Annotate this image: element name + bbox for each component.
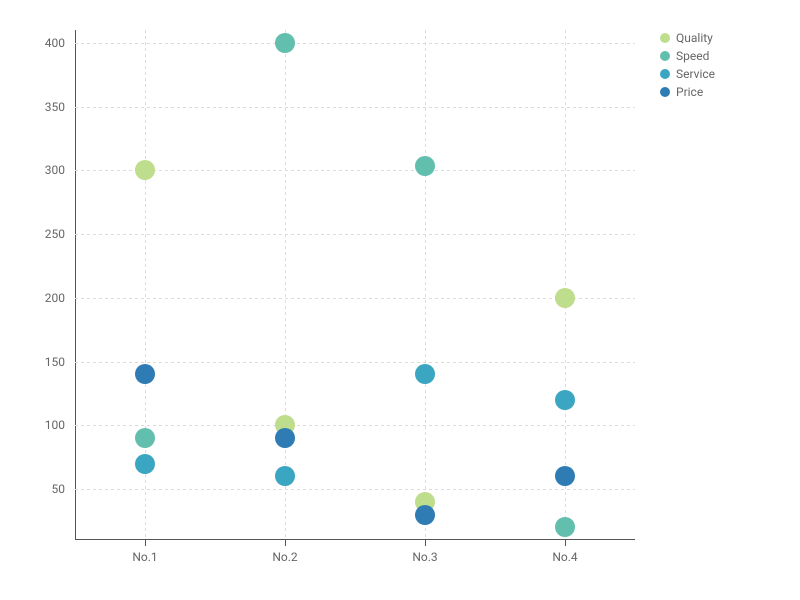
y-tick-label: 350: [45, 100, 75, 114]
scatter-chart: 50100150200250300350400No.1No.2No.3No.4 …: [0, 0, 800, 600]
grid-line-h: [75, 43, 635, 44]
y-tick-label: 250: [45, 227, 75, 241]
x-tick-label: No.1: [132, 540, 157, 564]
grid-line-v: [425, 30, 426, 540]
legend-marker-icon: [660, 69, 670, 79]
data-point[interactable]: [415, 156, 435, 176]
grid-line-h: [75, 489, 635, 490]
x-axis-line: [75, 539, 635, 540]
data-point[interactable]: [275, 33, 295, 53]
legend-label: Price: [676, 85, 703, 99]
legend: Quality Speed Service Price: [660, 30, 715, 102]
y-tick-label: 300: [45, 163, 75, 177]
legend-item[interactable]: Price: [660, 84, 715, 100]
plot-area: 50100150200250300350400No.1No.2No.3No.4: [75, 30, 635, 540]
y-tick-label: 400: [45, 36, 75, 50]
x-tick-label: No.2: [272, 540, 297, 564]
legend-label: Quality: [676, 31, 713, 45]
data-point[interactable]: [555, 288, 575, 308]
data-point[interactable]: [275, 466, 295, 486]
y-tick-label: 50: [52, 482, 76, 496]
legend-item[interactable]: Speed: [660, 48, 715, 64]
legend-label: Service: [676, 67, 715, 81]
y-tick-label: 150: [45, 355, 75, 369]
x-tick-label: No.4: [552, 540, 577, 564]
x-tick-label: No.3: [412, 540, 437, 564]
grid-line-v: [285, 30, 286, 540]
grid-line-h: [75, 425, 635, 426]
data-point[interactable]: [555, 390, 575, 410]
data-point[interactable]: [555, 517, 575, 537]
y-tick-label: 200: [45, 291, 75, 305]
grid-line-h: [75, 362, 635, 363]
legend-item[interactable]: Quality: [660, 30, 715, 46]
data-point[interactable]: [135, 160, 155, 180]
data-point[interactable]: [555, 466, 575, 486]
data-point[interactable]: [275, 428, 295, 448]
legend-marker-icon: [660, 87, 670, 97]
grid-line-h: [75, 107, 635, 108]
grid-line-h: [75, 298, 635, 299]
grid-line-v: [565, 30, 566, 540]
data-point[interactable]: [135, 454, 155, 474]
legend-item[interactable]: Service: [660, 66, 715, 82]
data-point[interactable]: [135, 428, 155, 448]
legend-marker-icon: [660, 33, 670, 43]
data-point[interactable]: [135, 364, 155, 384]
data-point[interactable]: [415, 364, 435, 384]
y-tick-label: 100: [45, 418, 75, 432]
data-point[interactable]: [415, 505, 435, 525]
grid-line-h: [75, 234, 635, 235]
grid-line-h: [75, 170, 635, 171]
legend-marker-icon: [660, 51, 670, 61]
legend-label: Speed: [676, 49, 709, 63]
